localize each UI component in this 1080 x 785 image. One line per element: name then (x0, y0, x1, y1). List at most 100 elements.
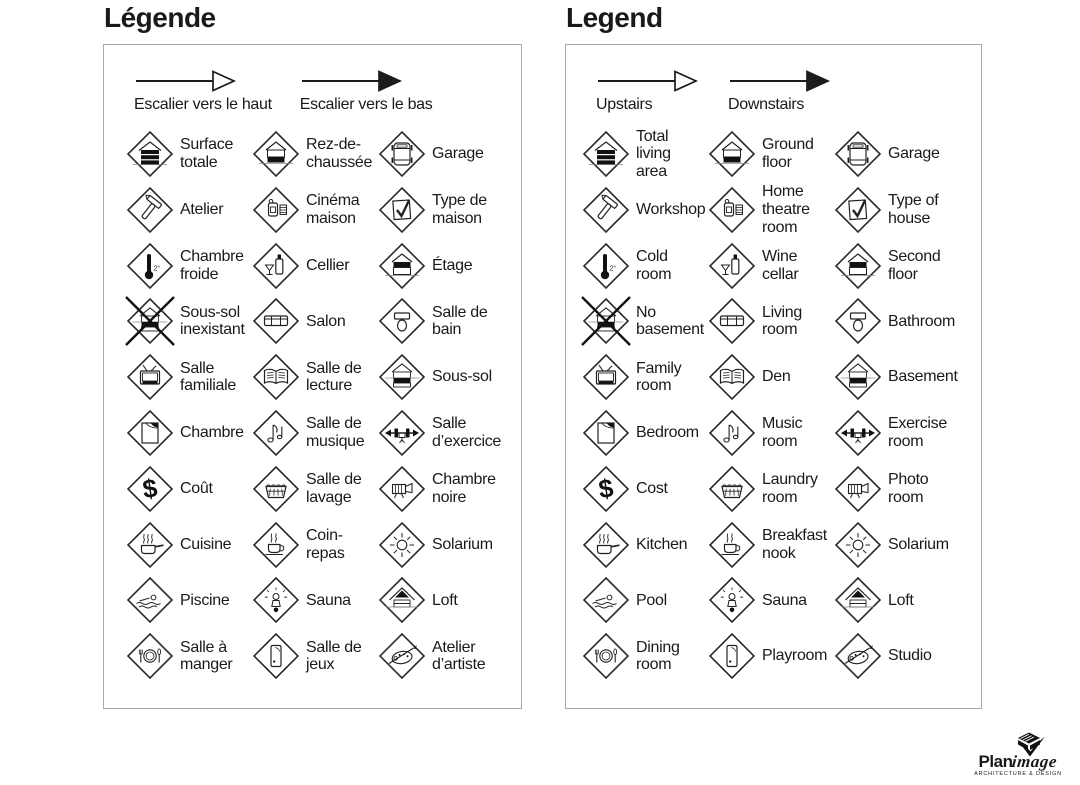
legend-item-laundry-room: Salle de lavage (252, 461, 378, 517)
panel-title-fr: Légende (104, 2, 216, 33)
legend-item-living-room: Salon (252, 294, 378, 350)
loft-icon (378, 576, 426, 624)
planimage-wordmark: Planimage (978, 752, 1059, 771)
panel-title-en: Legend (566, 2, 663, 33)
legend-item-label: Family room (636, 359, 682, 395)
legend-item-label: Coût (180, 480, 213, 498)
sauna-icon (252, 576, 300, 624)
legend-panel-fr: Légende Escalier vers le haut Escalier v… (103, 2, 522, 710)
legend-item-workshop: Workshop (582, 182, 708, 238)
legend-item-label: Studio (888, 647, 932, 665)
legend-item-label: Salle de lavage (306, 471, 362, 506)
brand-plan: Plan (978, 752, 1013, 771)
stairs-up-label: Escalier vers le haut (134, 96, 272, 114)
legend-item-solarium: Solarium (378, 517, 504, 573)
legend-item-pool: Pool (582, 573, 708, 629)
bedroom-icon (126, 409, 174, 457)
legend-item-label: Workshop (636, 201, 706, 219)
legend-item-label: Sous-sol (432, 368, 492, 386)
legend-item-studio: Studio (834, 628, 960, 684)
legend-item-basement: Sous-sol (378, 349, 504, 405)
legend-item-bedroom: Bedroom (582, 405, 708, 461)
legend-item-label: Living room (762, 303, 803, 339)
cost-icon: $ (582, 465, 630, 513)
legend-item-type-of-house: Type of house (834, 182, 960, 238)
solarium-icon (378, 521, 426, 569)
legend-grid-fr: Surface totale Rez-de- chaussée Garage Atel… (125, 126, 521, 684)
legend-item-cost: $ Cost (582, 461, 708, 517)
exercise-room-icon (378, 409, 426, 457)
basement-icon (834, 353, 882, 401)
legend-item-total-living-area: Total living area (582, 126, 708, 182)
total-living-area-icon (126, 130, 174, 178)
stairs-row: Upstairs Downstairs (596, 69, 981, 114)
legend-item-label: Salle à manger (180, 638, 233, 674)
legend-item-garage: Garage (378, 126, 504, 182)
legend-item-label: Kitchen (636, 535, 688, 553)
legend-item-den: Den (708, 349, 834, 405)
basement-icon (378, 353, 426, 401)
legend-item-label: Loft (432, 591, 458, 609)
logo-tagline: ARCHITECTURE & DESIGN (974, 771, 1062, 777)
legend-item-label: Pool (636, 591, 667, 609)
legend-item-label: Cost (636, 480, 668, 498)
legend-item-label: Rez-de- chaussée (306, 136, 373, 172)
legend-item-label: Breakfast nook (762, 527, 827, 562)
legend-item-sauna: Sauna (708, 573, 834, 629)
photo-room-icon (378, 465, 426, 513)
legend-item-label: Dining room (636, 638, 680, 674)
stairs-row: Escalier vers le haut Escalier vers le b… (134, 69, 521, 114)
legend-panel-en: Legend Upstairs Downstairs Total living … (565, 2, 982, 710)
den-icon (252, 353, 300, 401)
legend-box-en: Upstairs Downstairs Total living area Gro… (565, 44, 982, 710)
legend-item-total-living-area: Surface totale (126, 126, 252, 182)
no-basement-icon (125, 296, 175, 347)
stairs-up-label: Upstairs (596, 96, 653, 114)
studio-icon (834, 632, 882, 680)
svg-text:$: $ (141, 472, 160, 504)
legend-item-wine-cellar: Cellier (252, 238, 378, 294)
legend-item-second-floor: Étage (378, 238, 504, 294)
workshop-icon (582, 186, 630, 234)
legend-item-label: Salle de jeux (306, 638, 362, 674)
playroom-icon (252, 632, 300, 680)
music-room-icon (252, 409, 300, 457)
legend-item-studio: Atelier d’artiste (378, 628, 504, 684)
stairs-up-item: Escalier vers le haut (134, 69, 272, 114)
stairs-down-label: Downstairs (728, 96, 805, 114)
legend-item-no-basement: No basement (581, 294, 708, 350)
legend-item-label: Sous-sol inexistant (180, 303, 245, 339)
photo-room-icon (834, 465, 882, 513)
legend-item-bathroom: Bathroom (834, 294, 960, 350)
living-room-icon (252, 297, 300, 345)
legend-item-workshop: Atelier (126, 182, 252, 238)
legend-item-label: Atelier d’artiste (432, 638, 486, 674)
living-room-icon (708, 297, 756, 345)
pool-icon (126, 576, 174, 624)
legend-item-label: Garage (432, 145, 484, 163)
legend-item-label: Salle d’exercice (432, 415, 502, 451)
legend-item-breakfast-nook: Breakfast nook (708, 517, 834, 573)
legend-item-sauna: Sauna (252, 573, 378, 629)
legend-item-label: Cold room (636, 248, 672, 283)
legend-item-label: Solarium (888, 535, 949, 553)
legend-item-label: Coin- repas (306, 527, 345, 562)
legend-item-music-room: Salle de musique (252, 405, 378, 461)
legend-item-exercise-room: Exercise room (834, 405, 960, 461)
garage-icon (378, 130, 426, 178)
wine-cellar-icon (708, 242, 756, 290)
legend-item-label: Type of house (888, 192, 939, 227)
loft-icon (834, 576, 882, 624)
laundry-room-icon (708, 465, 756, 513)
legend-box-fr: Escalier vers le haut Escalier vers le b… (103, 44, 522, 710)
legend-item-label: Music room (762, 415, 803, 451)
legend-item-label: Chambre (180, 424, 244, 442)
laundry-room-icon (252, 465, 300, 513)
den-icon (708, 353, 756, 401)
kitchen-icon (126, 521, 174, 569)
legend-item-label: Den (762, 368, 791, 386)
legend-item-loft: Loft (378, 573, 504, 629)
legend-item-label: Sauna (762, 591, 807, 609)
legend-item-breakfast-nook: Coin- repas (252, 517, 378, 573)
pool-icon (582, 576, 630, 624)
